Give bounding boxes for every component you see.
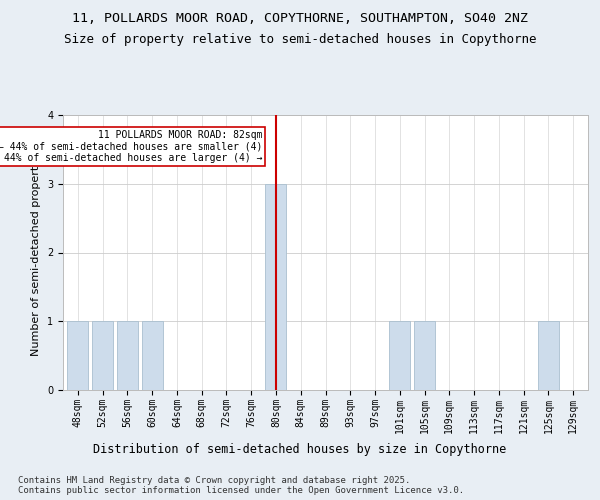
Text: 11 POLLARDS MOOR ROAD: 82sqm
← 44% of semi-detached houses are smaller (4)
44% o: 11 POLLARDS MOOR ROAD: 82sqm ← 44% of se… <box>0 130 262 164</box>
Bar <box>142 322 163 390</box>
Y-axis label: Number of semi-detached properties: Number of semi-detached properties <box>31 150 41 356</box>
Text: Size of property relative to semi-detached houses in Copythorne: Size of property relative to semi-detach… <box>64 32 536 46</box>
Text: Distribution of semi-detached houses by size in Copythorne: Distribution of semi-detached houses by … <box>94 442 506 456</box>
Text: Contains HM Land Registry data © Crown copyright and database right 2025.
Contai: Contains HM Land Registry data © Crown c… <box>18 476 464 495</box>
Bar <box>389 322 410 390</box>
Bar <box>265 184 286 390</box>
Bar <box>92 322 113 390</box>
Bar <box>117 322 138 390</box>
Bar <box>67 322 88 390</box>
Bar <box>538 322 559 390</box>
Bar <box>414 322 435 390</box>
Text: 11, POLLARDS MOOR ROAD, COPYTHORNE, SOUTHAMPTON, SO40 2NZ: 11, POLLARDS MOOR ROAD, COPYTHORNE, SOUT… <box>72 12 528 26</box>
